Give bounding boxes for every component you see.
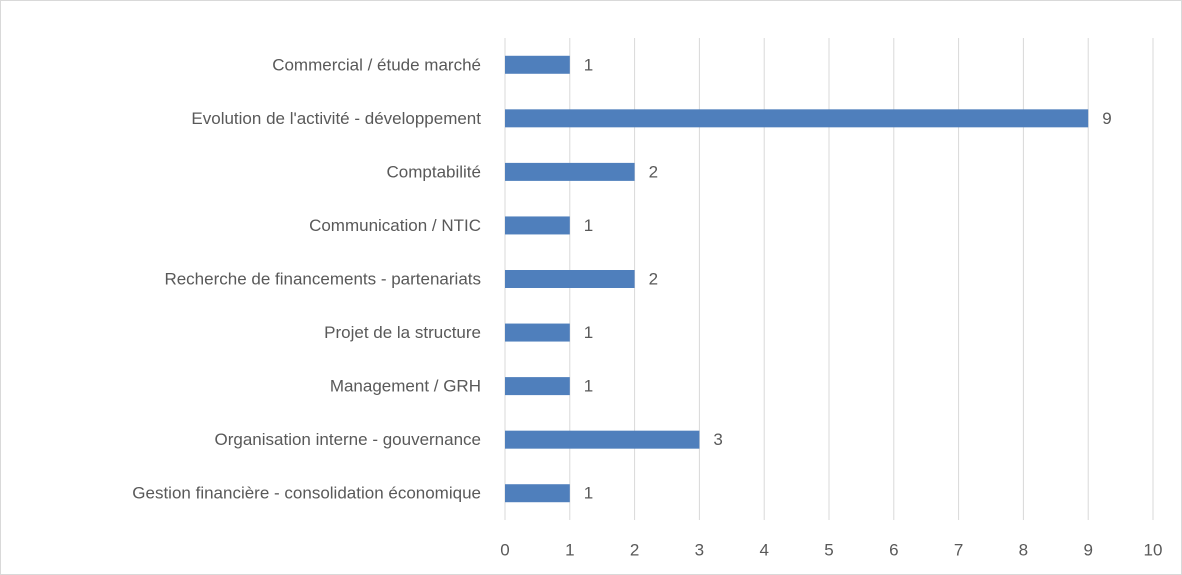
x-tick-label: 9 xyxy=(1083,540,1092,559)
y-tick-label: Organisation interne - gouvernance xyxy=(215,430,482,449)
bar xyxy=(505,430,700,449)
y-tick-label: Evolution de l'activité - développement xyxy=(191,109,481,128)
x-tick-label: 4 xyxy=(759,540,768,559)
y-tick-label: Comptabilité xyxy=(387,162,482,181)
x-tick-label: 0 xyxy=(500,540,509,559)
y-tick-label: Gestion financière - consolidation écono… xyxy=(132,484,481,503)
bar xyxy=(505,377,570,396)
data-label: 9 xyxy=(1102,109,1111,128)
bar xyxy=(505,55,570,74)
bar xyxy=(505,216,570,235)
y-tick-label: Communication / NTIC xyxy=(309,216,481,235)
data-label: 3 xyxy=(713,430,722,449)
data-label: 1 xyxy=(584,484,593,503)
x-tick-label: 2 xyxy=(630,540,639,559)
x-tick-label: 7 xyxy=(954,540,963,559)
data-label: 1 xyxy=(584,377,593,396)
y-tick-label: Management / GRH xyxy=(330,377,481,396)
data-label: 1 xyxy=(584,55,593,74)
bar xyxy=(505,270,635,288)
x-tick-label: 10 xyxy=(1144,540,1163,559)
data-label: 2 xyxy=(649,162,658,181)
data-label: 2 xyxy=(649,269,658,288)
x-tick-label: 8 xyxy=(1019,540,1028,559)
bar xyxy=(505,162,635,181)
y-tick-label: Projet de la structure xyxy=(324,323,481,342)
data-label: 1 xyxy=(584,216,593,235)
bar xyxy=(505,323,570,342)
x-tick-label: 1 xyxy=(565,540,574,559)
x-tick-label: 6 xyxy=(889,540,898,559)
x-tick-label: 3 xyxy=(695,540,704,559)
data-label: 1 xyxy=(584,323,593,342)
y-tick-label: Commercial / étude marché xyxy=(272,55,481,74)
bar xyxy=(505,109,1089,128)
x-tick-label: 5 xyxy=(824,540,833,559)
bar xyxy=(505,484,570,503)
y-tick-label: Recherche de financements - partenariats xyxy=(164,269,481,288)
